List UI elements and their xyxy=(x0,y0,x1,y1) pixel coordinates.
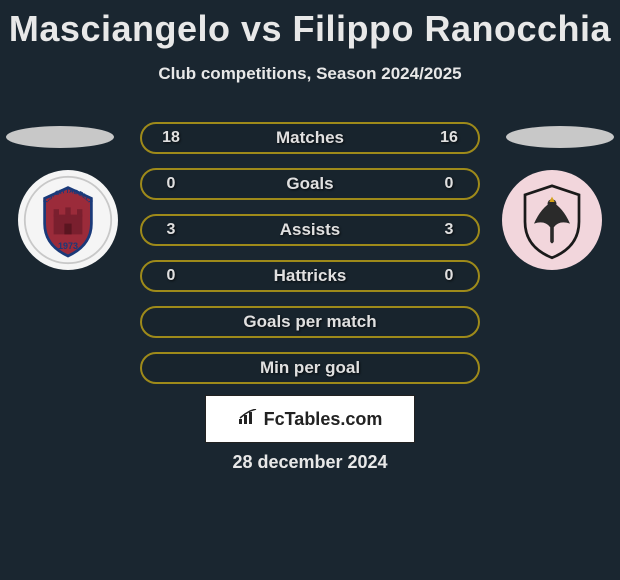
stat-left-value: 18 xyxy=(156,129,186,147)
stat-right-value: 0 xyxy=(434,267,464,285)
stat-row-matches: 18 Matches 16 xyxy=(140,122,480,154)
stat-label: Matches xyxy=(186,128,434,148)
stat-row-hattricks: 0 Hattricks 0 xyxy=(140,260,480,292)
footer-date: 28 december 2024 xyxy=(0,452,620,473)
chart-icon xyxy=(238,409,258,430)
stat-row-goals-per-match: Goals per match xyxy=(140,306,480,338)
platform-right xyxy=(506,126,614,148)
stat-left-value: 3 xyxy=(156,221,186,239)
platform-left xyxy=(6,126,114,148)
stat-left-value: 0 xyxy=(156,267,186,285)
stat-row-goals: 0 Goals 0 xyxy=(140,168,480,200)
stat-row-min-per-goal: Min per goal xyxy=(140,352,480,384)
stat-row-assists: 3 Assists 3 xyxy=(140,214,480,246)
stat-right-value: 16 xyxy=(434,129,464,147)
footer-badge: FcTables.com xyxy=(205,395,415,443)
stat-right-value: 3 xyxy=(434,221,464,239)
palermo-logo-icon xyxy=(507,175,597,265)
page-subtitle: Club competitions, Season 2024/2025 xyxy=(0,64,620,84)
crest-right xyxy=(502,170,602,270)
stat-label: Goals per match xyxy=(243,312,376,332)
stat-label: Goals xyxy=(186,174,434,194)
stat-left-value: 0 xyxy=(156,175,186,193)
svg-text:1973: 1973 xyxy=(58,241,78,251)
page-title: Masciangelo vs Filippo Ranocchia xyxy=(0,0,620,50)
footer-site: FcTables.com xyxy=(264,409,383,430)
stats-container: 18 Matches 16 0 Goals 0 3 Assists 3 0 Ha… xyxy=(140,122,480,398)
crest-left: 1973 A.S. CITTADELLA xyxy=(18,170,118,270)
stat-label: Hattricks xyxy=(186,266,434,286)
cittadella-logo-icon: 1973 A.S. CITTADELLA xyxy=(23,175,113,265)
stat-label: Min per goal xyxy=(260,358,360,378)
stat-label: Assists xyxy=(186,220,434,240)
stat-right-value: 0 xyxy=(434,175,464,193)
